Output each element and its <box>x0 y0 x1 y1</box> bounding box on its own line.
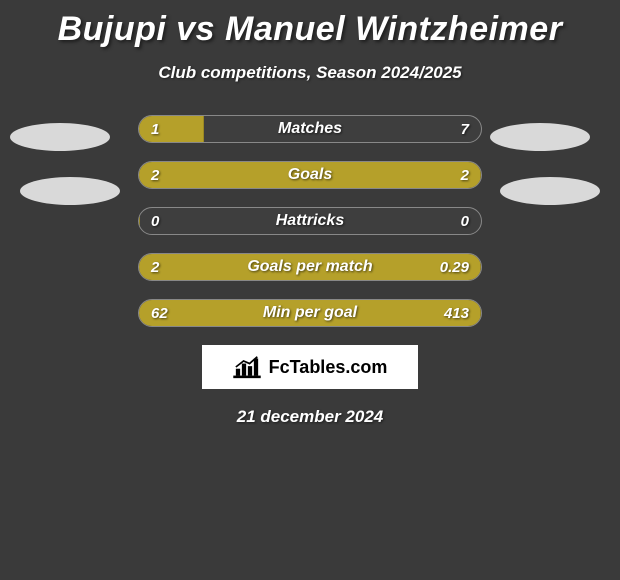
stat-bar: 62413Min per goal <box>138 299 482 327</box>
stat-bar: 17Matches <box>138 115 482 143</box>
date-text: 21 december 2024 <box>0 407 620 427</box>
bar-value-right: 0 <box>461 208 469 234</box>
page-title: Bujupi vs Manuel Wintzheimer <box>0 0 620 49</box>
stat-bar: 20.29Goals per match <box>138 253 482 281</box>
bar-value-right: 7 <box>461 116 469 142</box>
bar-value-left: 0 <box>151 208 159 234</box>
bar-fill-left <box>139 162 481 188</box>
stat-bars: 17Matches 22Goals 0 0Hattricks 20.29Goals pe… <box>138 115 482 327</box>
placeholder-oval <box>490 123 590 151</box>
placeholder-oval <box>10 123 110 151</box>
bar-fill-left <box>139 116 204 142</box>
watermark: FcTables.com <box>202 345 418 389</box>
bar-fill-left <box>139 208 140 234</box>
stat-bar: 22Goals <box>138 161 482 189</box>
bar-fill-left <box>139 300 481 326</box>
subtitle: Club competitions, Season 2024/2025 <box>0 63 620 83</box>
bar-label: Hattricks <box>139 208 481 234</box>
watermark-text: FcTables.com <box>269 357 388 378</box>
placeholder-oval <box>500 177 600 205</box>
bar-fill-left <box>139 254 481 280</box>
chart-icon <box>233 355 261 379</box>
stat-bar: 0 0Hattricks <box>138 207 482 235</box>
placeholder-oval <box>20 177 120 205</box>
